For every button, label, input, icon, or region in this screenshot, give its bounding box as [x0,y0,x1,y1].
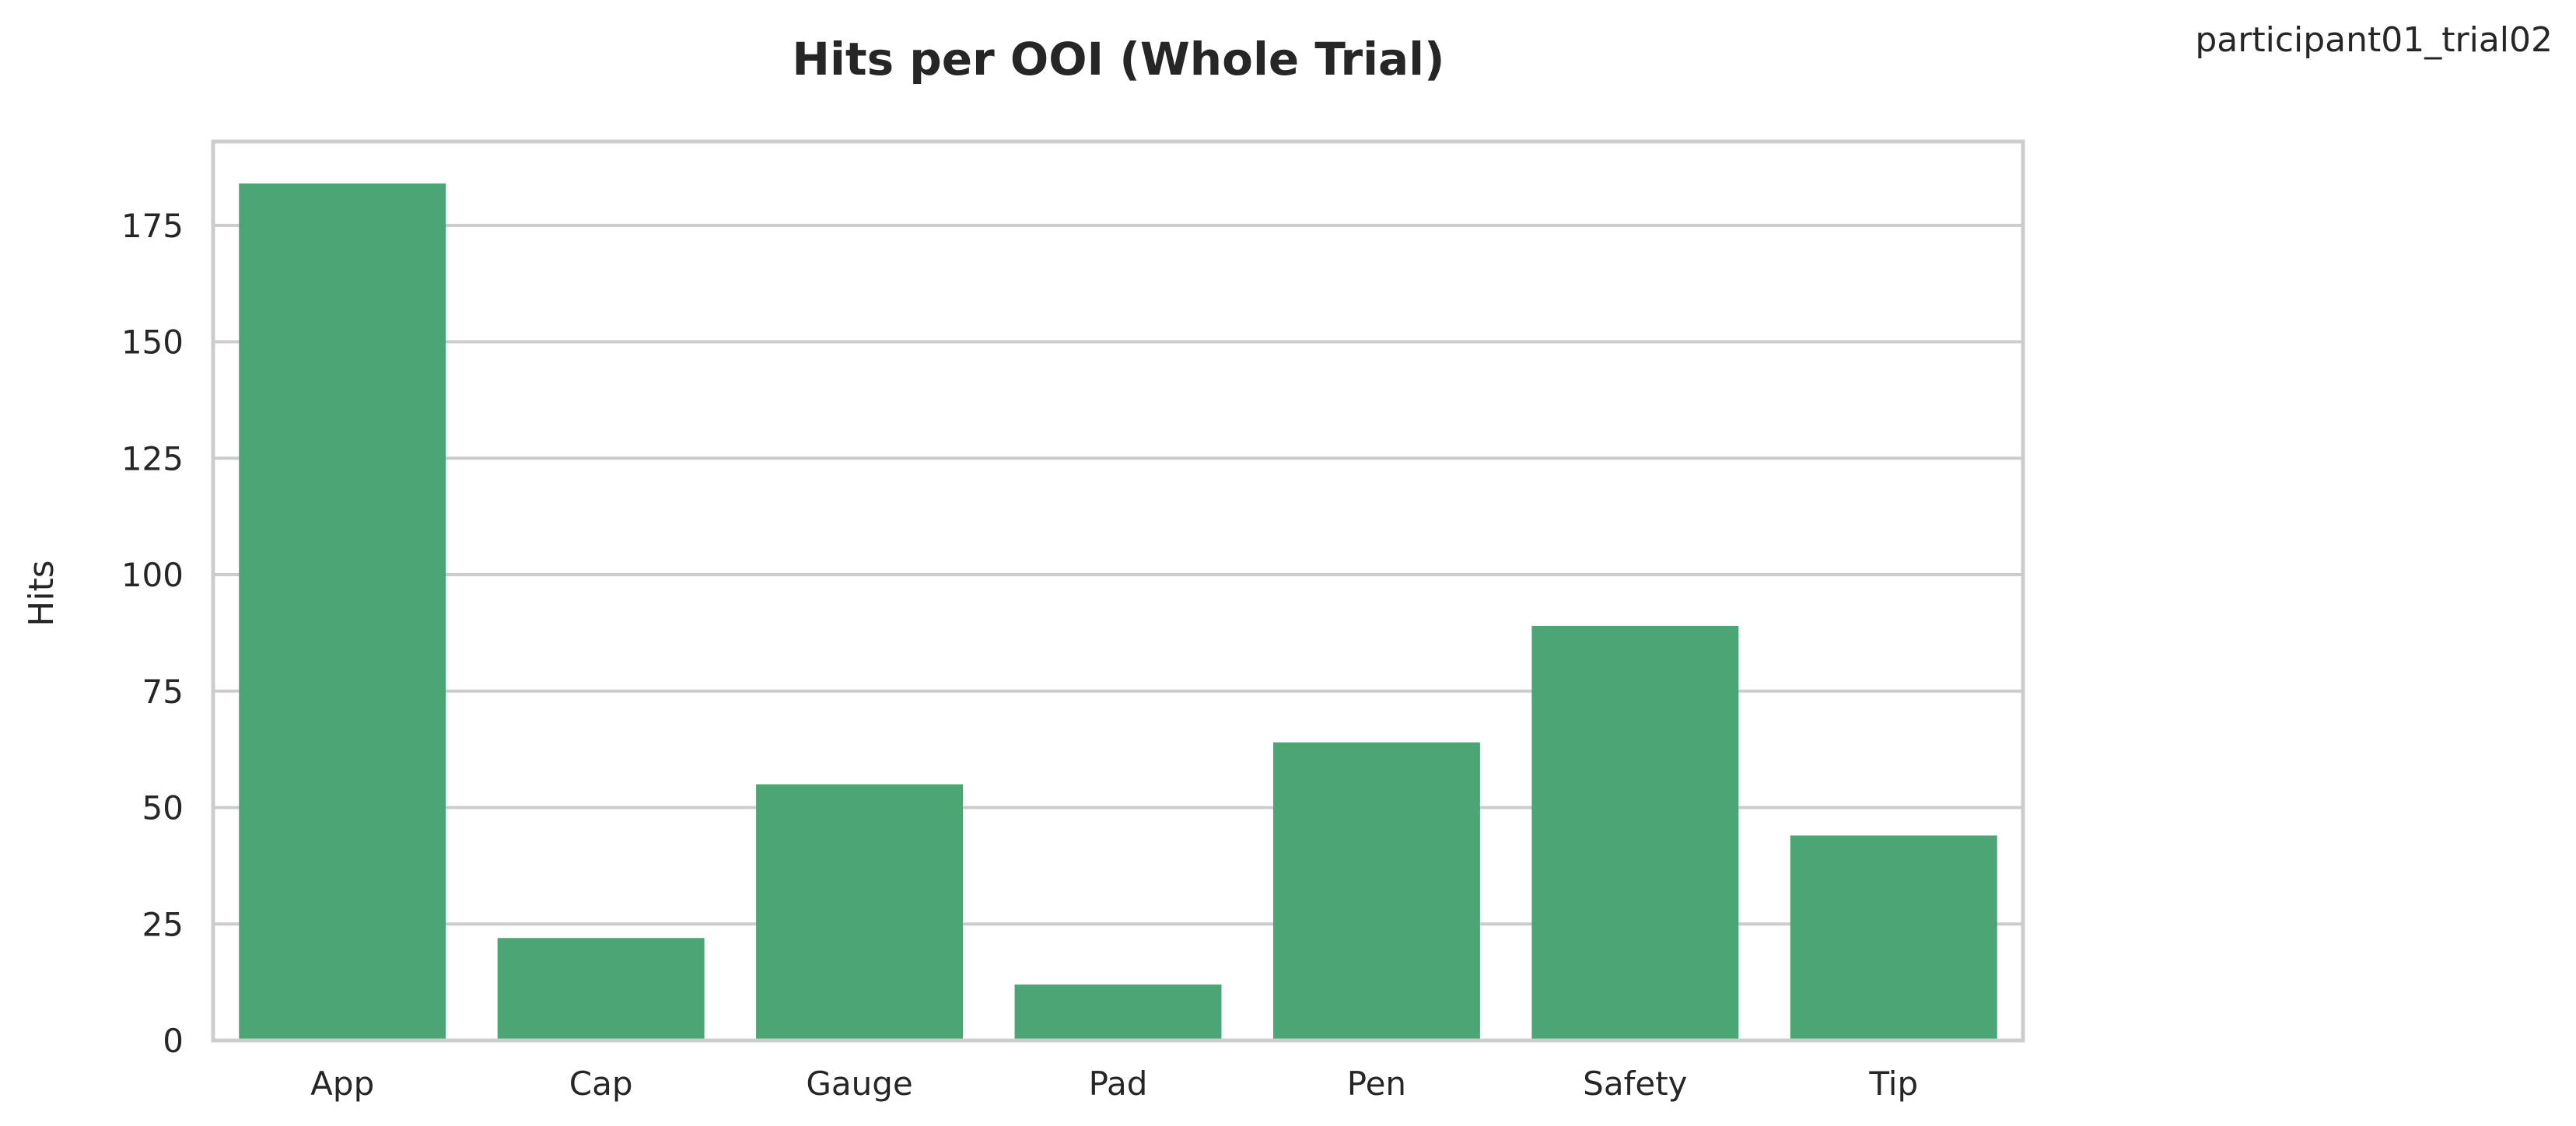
y-tick-label: 100 [121,556,184,594]
y-tick-label: 175 [121,207,184,245]
bar-gauge [756,784,964,1040]
bars [239,183,1997,1040]
y-tick-label: 25 [142,905,184,943]
x-tick-label: Gauge [806,1065,912,1103]
x-tick-label: Safety [1583,1065,1687,1103]
chart-title: Hits per OOI (Whole Trial) [792,33,1444,86]
y-tick-label: 125 [121,439,184,477]
y-tick-label: 75 [142,673,184,711]
x-tick-label: App [310,1065,374,1103]
bar-safety [1531,625,1739,1040]
bar-pad [1014,984,1222,1040]
y-tick-label: 50 [142,789,184,827]
bar-app [239,183,446,1040]
trial-label: participant01_trial02 [2195,20,2553,60]
x-tick-label: Pen [1347,1065,1406,1103]
plot-border [211,139,2025,1043]
y-axis-label: Hits [22,560,61,627]
plot-frame [211,139,2025,1043]
y-axis-ticks: 0 25 50 75 100 125 150 175 [121,207,184,1060]
x-axis-ticks: App Cap Gauge Pad Pen Safety Tip [310,1065,1918,1103]
x-tick-label: Pad [1089,1065,1148,1103]
x-tick-label: Cap [569,1065,633,1103]
y-tick-label: 0 [163,1022,184,1060]
bar-tip [1790,835,1997,1040]
y-tick-label: 150 [121,323,184,362]
bar-cap [497,938,705,1040]
x-tick-label: Tip [1868,1065,1918,1103]
gridlines [213,223,2023,1042]
bar-pen [1272,742,1480,1040]
